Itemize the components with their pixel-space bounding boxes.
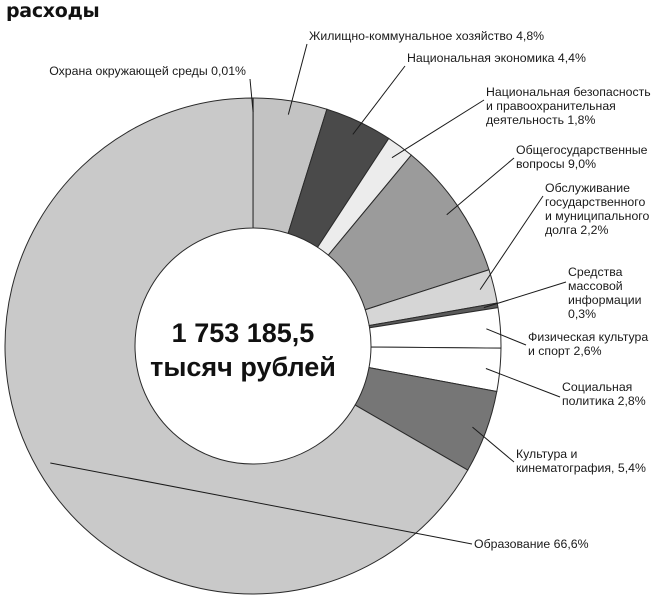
slice-label-3: Национальная экономика 4,4% — [407, 51, 586, 65]
leader-line-6 — [479, 195, 544, 290]
slice-labels: Охрана окружающей среды 0,01% Жилищно-ком… — [49, 29, 650, 551]
slice-label-1: Охрана окружающей среды 0,01% — [49, 64, 246, 78]
slice-label-9: Социальная политика 2,8% — [562, 380, 646, 408]
leader-line-5 — [446, 157, 515, 216]
slice-label-11: Образование 66,6% — [474, 537, 589, 551]
slice-label-5: Общегосударственные вопросы 9,0% — [516, 143, 648, 171]
leader-line-9 — [485, 368, 561, 398]
leader-line-1 — [249, 78, 254, 113]
slice-label-6: Обслуживание государственного и муниципаль… — [545, 181, 650, 237]
slice-label-8: Физическая культура и спорт 2,6% — [528, 330, 648, 358]
chart-title: расходы — [6, 0, 100, 22]
leader-line-2 — [287, 43, 308, 115]
slice-label-4: Национальная безопасность и правоохраните… — [486, 85, 651, 127]
leader-line-4 — [391, 99, 485, 159]
slice-label-10: Культура и кинематография, 5,4% — [516, 447, 646, 475]
slice-label-7: Средства массовой информации 0,3% — [568, 265, 642, 321]
slice-11 — [4, 97, 469, 595]
leader-line-11 — [50, 462, 473, 545]
leader-line-3 — [352, 65, 406, 135]
pie-slices — [4, 97, 502, 595]
leader-line-10 — [472, 426, 515, 463]
center-total-label: 1 753 185,5 тысяч рублей — [150, 318, 336, 382]
leader-line-8 — [486, 328, 527, 346]
leader-lines — [50, 43, 567, 545]
leader-line-7 — [483, 281, 567, 309]
slice-label-2: Жилищно-коммунальное хозяйство 4,8% — [309, 29, 544, 43]
